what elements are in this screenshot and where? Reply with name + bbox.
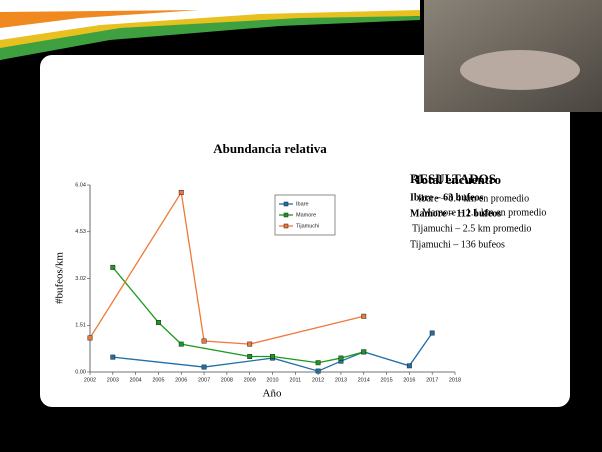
data-point [270,354,275,359]
x-tick-label: 2004 [130,377,142,383]
side-line: Mamore – 1.1 km en promedio [422,207,546,218]
data-point [110,264,116,270]
legend-label: Ibare [296,201,309,207]
y-tick-label: 6.04 [75,182,86,188]
side-line: Tijamuchi – 2.5 km promedio [412,223,531,234]
decor-green [0,16,420,60]
side-line: Mamore – 112 bufeos [410,208,501,219]
data-point [247,354,253,359]
data-point [315,360,321,366]
data-point [315,368,321,374]
x-tick-label: 2015 [380,377,392,383]
data-point [406,363,412,369]
side-line: Tijamuchi – 136 bufeos [410,239,505,250]
data-point [201,338,207,344]
y-tick-label: 1.51 [75,323,86,329]
x-tick-label: 2017 [426,377,438,383]
data-point [178,341,184,347]
x-tick-label: 2011 [289,377,301,383]
series-line [112,332,433,372]
x-tick-label: 2014 [358,377,370,383]
data-point [201,364,207,370]
data-point [338,355,344,361]
y-tick-label: 3.02 [75,276,86,282]
side-line: Ibare – 63 bufeos [410,192,484,203]
decor-orange [0,10,200,28]
x-tick-label: 2009 [244,377,256,383]
data-point [361,349,367,355]
y-tick-label: 4.53 [75,229,86,235]
dolphin-shape [460,50,580,90]
data-point [110,354,116,360]
x-tick-label: 2003 [107,377,119,383]
chart-title: Abundancia relativa [213,141,327,156]
x-tick-label: 2002 [84,377,96,383]
data-point [247,341,253,347]
series-line [112,266,364,364]
x-tick-label: 2012 [312,377,324,383]
y-axis-label: #bufeos/km [54,252,66,304]
data-point [155,320,161,325]
x-tick-label: 2007 [198,377,210,383]
legend-marker [283,223,289,229]
side-line: Ibare – 0.4 km en promedio [418,193,529,204]
y-tick-label: 0.00 [75,369,86,375]
x-tick-label: 2018 [449,377,461,383]
x-tick-label: 2005 [152,377,164,383]
x-tick-label: 2010 [266,377,278,383]
x-tick-label: 2013 [335,377,347,383]
x-tick-label: 2006 [175,377,187,383]
data-point [178,189,184,195]
decor-yellow [0,10,420,55]
data-point [429,330,435,336]
side-heading: Total encuentro [414,172,501,187]
legend-label: Mamore [296,212,316,218]
x-tick-label: 2016 [403,377,415,383]
x-axis-label: Año [263,388,282,400]
legend-marker [283,201,289,207]
legend-marker [283,212,289,218]
data-point [361,313,367,319]
legend-label: Tijamuchi [296,223,319,229]
side-heading: RESULTADOS [410,171,496,186]
data-point [87,335,93,341]
x-tick-label: 2008 [221,377,233,383]
